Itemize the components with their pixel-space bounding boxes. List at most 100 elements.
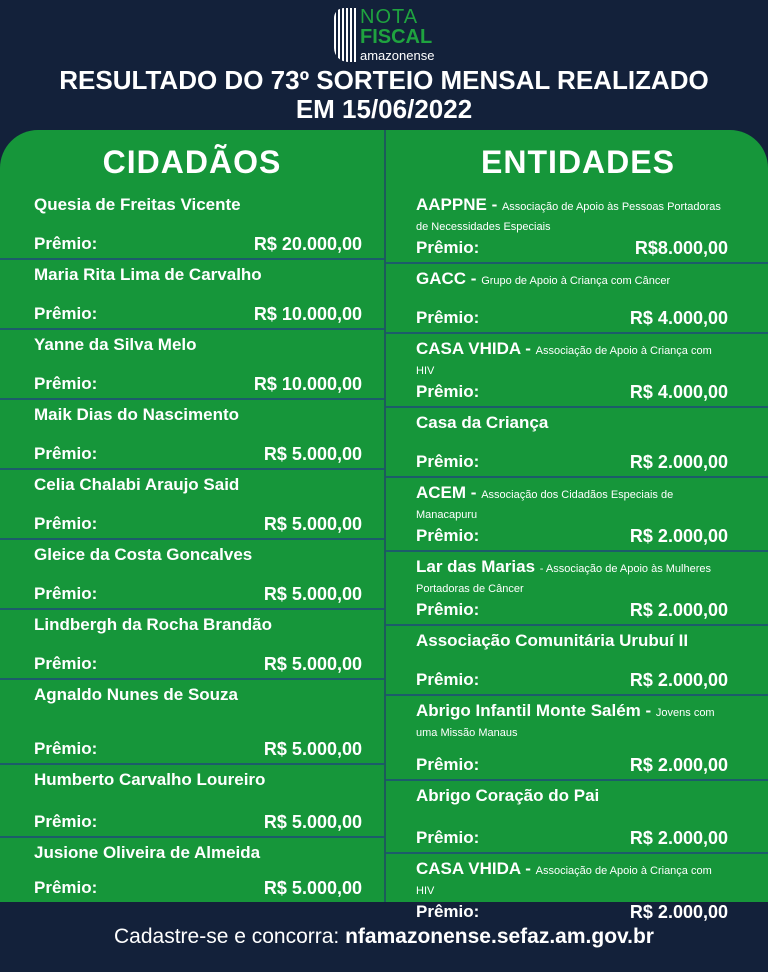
prize-label: Prêmio: bbox=[416, 670, 480, 689]
list-item: Agnaldo Nunes de Souza Prêmio: R$ 5.000,00 bbox=[0, 680, 384, 765]
prize-value: R$ 5.000,00 bbox=[263, 514, 362, 534]
prize-line: Prêmio: R$ 5.000,00 bbox=[34, 877, 362, 899]
prize-value: R$ 2.000,00 bbox=[629, 600, 728, 620]
winner-name: CASA VHIDA - Associação de Apoio à Crian… bbox=[416, 339, 728, 379]
prize-label: Prêmio: bbox=[34, 234, 98, 253]
list-item: Yanne da Silva Melo Prêmio: R$ 10.000,00 bbox=[0, 330, 384, 400]
description: Associação dos Cidadãos Especiais de Man… bbox=[416, 489, 674, 521]
prize-value: R$8.000,00 bbox=[634, 238, 728, 258]
name-text: Maik Dias do Nascimento bbox=[34, 405, 240, 424]
prize-label: Prêmio: bbox=[34, 304, 98, 323]
winner-name: Yanne da Silva Melo bbox=[34, 335, 362, 355]
prize-value: R$ 5.000,00 bbox=[263, 584, 362, 604]
winner-name: Jusione Oliveira de Almeida bbox=[34, 843, 362, 863]
cidadaos-list: Quesia de Freitas Vicente Prêmio: R$ 20.00… bbox=[0, 190, 384, 902]
prize-label: Prêmio: bbox=[34, 739, 98, 758]
prize-line: Prêmio: R$8.000,00 bbox=[416, 237, 728, 259]
entidades-heading: ENTIDADES bbox=[481, 144, 675, 180]
prize-value: R$ 5.000,00 bbox=[263, 444, 362, 464]
prize-line: Prêmio: R$ 10.000,00 bbox=[34, 373, 362, 395]
list-item: Humberto Carvalho Loureiro Prêmio: R$ 5.00… bbox=[0, 765, 384, 838]
prize-line: Prêmio: R$ 2.000,00 bbox=[416, 827, 728, 849]
prize-label: Prêmio: bbox=[416, 238, 480, 257]
prize-label: Prêmio: bbox=[34, 654, 98, 673]
logo-text: FISCAL bbox=[360, 26, 433, 48]
prize-value: R$ 5.000,00 bbox=[263, 739, 362, 759]
prize-line: Prêmio: R$ 2.000,00 bbox=[416, 525, 728, 547]
prize-label: Prêmio: bbox=[34, 444, 98, 463]
prize-value: R$ 4.000,00 bbox=[629, 382, 728, 402]
footer: Cadastre-se e concorra: nfamazonense.sef… bbox=[0, 902, 768, 960]
winner-name: ACEM - Associação dos Cidadãos Especiais… bbox=[416, 483, 728, 523]
list-item: Maria Rita Lima de Carvalho Prêmio: R$ 10.… bbox=[0, 260, 384, 330]
prize-line: Prêmio: R$ 5.000,00 bbox=[34, 811, 362, 833]
name-text: Yanne da Silva Melo bbox=[34, 335, 197, 354]
winner-name: Quesia de Freitas Vicente bbox=[34, 195, 362, 215]
list-item: Lindbergh da Rocha Brandão Prêmio: R$ 5.00… bbox=[0, 610, 384, 680]
title-line: EM 15/06/2022 bbox=[295, 94, 473, 124]
prize-line: Prêmio: R$ 2.000,00 bbox=[416, 451, 728, 473]
winner-name: Maria Rita Lima de Carvalho bbox=[34, 265, 362, 285]
winner-name: Humberto Carvalho Loureiro bbox=[34, 770, 362, 790]
winner-name: Lar das Marias - Associação de Apoio às … bbox=[416, 557, 728, 597]
name-text: AAPPNE - bbox=[416, 195, 498, 214]
name-text: Celia Chalabi Araujo Said bbox=[34, 475, 240, 494]
prize-line: Prêmio: R$ 5.000,00 bbox=[34, 653, 362, 675]
prize-value: R$ 4.000,00 bbox=[629, 308, 728, 328]
title-line: RESULTADO DO 73º SORTEIO MENSAL REALIZAD… bbox=[59, 65, 709, 95]
list-item: GACC - Grupo de Apoio à Criança com Cânc… bbox=[386, 264, 768, 334]
name-text: Lar das Marias bbox=[416, 557, 536, 576]
name-text: Jusione Oliveira de Almeida bbox=[34, 843, 261, 862]
prize-value: R$ 2.000,00 bbox=[629, 526, 728, 546]
list-item: Associação Comunitária Urubuí II Prêmio:… bbox=[386, 626, 768, 696]
prize-label: Prêmio: bbox=[416, 828, 480, 847]
prize-label: Prêmio: bbox=[416, 902, 480, 921]
prize-value: R$ 5.000,00 bbox=[263, 812, 362, 832]
entidades-list: AAPPNE - Associação de Apoio às Pessoas … bbox=[386, 190, 768, 926]
prize-line: Prêmio: R$ 5.000,00 bbox=[34, 513, 362, 535]
prize-label: Prêmio: bbox=[416, 452, 480, 471]
logo-text: amazonense bbox=[360, 48, 435, 63]
column-divider bbox=[384, 130, 386, 902]
name-text: Lindbergh da Rocha Brandão bbox=[34, 615, 273, 634]
name-text: Abrigo Infantil Monte Salém - bbox=[416, 701, 652, 720]
nota-fiscal-logo: NOTA FISCAL amazonense bbox=[334, 6, 444, 64]
list-item: ACEM - Associação dos Cidadãos Especiais… bbox=[386, 478, 768, 552]
name-text: Abrigo Coração do Pai bbox=[416, 786, 600, 805]
winner-name: Casa da Criança bbox=[416, 413, 728, 433]
winner-name: CASA VHIDA - Associação de Apoio à Crian… bbox=[416, 859, 728, 899]
prize-label: Prêmio: bbox=[34, 514, 98, 533]
page-title: RESULTADO DO 73º SORTEIO MENSAL REALIZAD… bbox=[0, 66, 768, 124]
prize-label: Prêmio: bbox=[416, 382, 480, 401]
prize-value: R$ 5.000,00 bbox=[263, 878, 362, 898]
prize-line: Prêmio: R$ 2.000,00 bbox=[416, 669, 728, 691]
footer-text: Cadastre-se e concorra: bbox=[114, 925, 346, 948]
winner-name: Celia Chalabi Araujo Said bbox=[34, 475, 362, 495]
prize-label: Prêmio: bbox=[416, 600, 480, 619]
name-text: Associação Comunitária Urubuí II bbox=[416, 631, 689, 650]
footer-link[interactable]: nfamazonense.sefaz.am.gov.br bbox=[345, 925, 654, 948]
description: Associação de Apoio às Pessoas Portadora… bbox=[416, 201, 721, 233]
barcode-head-icon bbox=[334, 8, 356, 62]
name-text: Quesia de Freitas Vicente bbox=[34, 195, 241, 214]
prize-line: Prêmio: R$ 4.000,00 bbox=[416, 381, 728, 403]
description: - Associação de Apoio às Mulheres Portad… bbox=[416, 563, 712, 595]
prize-line: Prêmio: R$ 2.000,00 bbox=[416, 901, 728, 923]
winner-name: Abrigo Coração do Pai bbox=[416, 786, 728, 806]
winner-name: Maik Dias do Nascimento bbox=[34, 405, 362, 425]
prize-label: Prêmio: bbox=[416, 526, 480, 545]
cidadaos-heading: CIDADÃOS bbox=[102, 144, 282, 180]
prize-label: Prêmio: bbox=[416, 755, 480, 774]
prize-label: Prêmio: bbox=[34, 584, 98, 603]
list-item: Abrigo Infantil Monte Salém - Jovens com… bbox=[386, 696, 768, 781]
winner-name: Agnaldo Nunes de Souza bbox=[34, 685, 362, 705]
name-text: GACC - bbox=[416, 269, 477, 288]
name-text: Humberto Carvalho Loureiro bbox=[34, 770, 266, 789]
prize-value: R$ 10.000,00 bbox=[253, 374, 362, 394]
name-text: Gleice da Costa Goncalves bbox=[34, 545, 253, 564]
description: Grupo de Apoio à Criança com Câncer bbox=[481, 275, 671, 287]
list-item: Maik Dias do Nascimento Prêmio: R$ 5.000,0… bbox=[0, 400, 384, 470]
description: Associação de Apoio à Criança com HIV bbox=[416, 865, 712, 897]
list-item: CASA VHIDA - Associação de Apoio à Crian… bbox=[386, 334, 768, 408]
name-text: Agnaldo Nunes de Souza bbox=[34, 685, 239, 704]
